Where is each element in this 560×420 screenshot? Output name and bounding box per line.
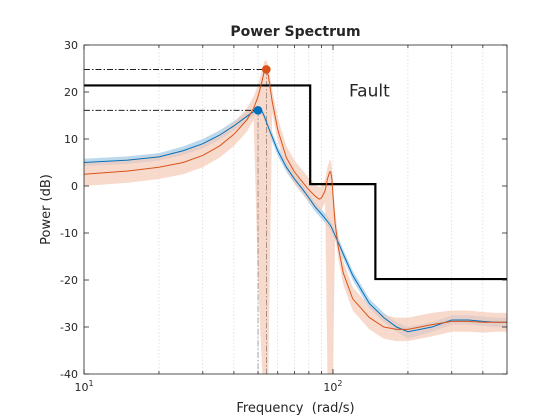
threshold-layer — [84, 84, 507, 281]
y-tick-label: 30 — [64, 39, 78, 52]
threshold-line — [84, 84, 507, 281]
peak-markers — [253, 65, 271, 115]
plot-frame — [83, 44, 508, 375]
chart-title: Power Spectrum — [230, 24, 360, 40]
y-axis-label: Power (dB) — [39, 174, 54, 245]
series-line — [84, 109, 507, 333]
confidence-bands — [84, 60, 507, 374]
y-tick-labels: -40 -30 -20 -10 0 10 20 30 — [60, 39, 78, 381]
y-tick-label: -30 — [60, 321, 78, 334]
x-tick-label: 102 — [323, 379, 342, 394]
peak-marker — [253, 106, 263, 115]
y-tick-label: -10 — [60, 227, 78, 240]
peak-marker — [262, 65, 271, 74]
fault-annotation: Fault — [349, 82, 390, 102]
x-axis-label: Frequency (rad/s) — [236, 401, 354, 416]
x-tick-labels: 101 102 — [74, 379, 342, 394]
y-tick-label: -20 — [60, 274, 78, 287]
x-tick-label: 101 — [74, 379, 93, 394]
axis-ticks — [83, 44, 508, 375]
series-lines — [84, 68, 507, 333]
y-tick-label: -40 — [60, 368, 78, 381]
series-line — [84, 68, 507, 330]
y-tick-label: 0 — [71, 180, 78, 193]
peak-reference-lines — [84, 69, 267, 374]
y-tick-label: 10 — [64, 133, 78, 146]
y-tick-label: 20 — [64, 86, 78, 99]
